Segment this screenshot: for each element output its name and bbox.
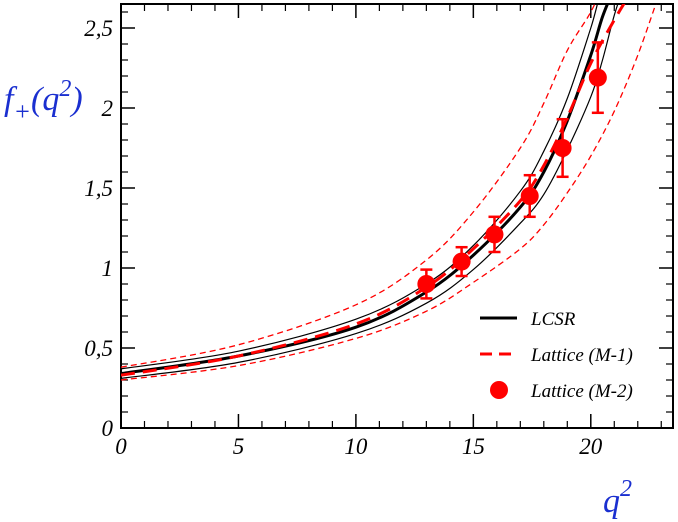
y-tick-label: 2 <box>102 96 114 121</box>
lattice-m1-central-line <box>121 4 626 377</box>
axis-tick-labels: 0 5 10 15 20 0 0,5 1 1,5 2 2,5 <box>84 16 603 459</box>
lattice-m2-point <box>417 275 436 293</box>
x-tick-label: 20 <box>579 434 603 459</box>
y-tick-label: 1,5 <box>84 176 113 201</box>
legend-swatch-lattice-m2 <box>490 381 508 399</box>
lattice-m2-point <box>588 68 607 87</box>
x-tick-label: 0 <box>115 434 127 459</box>
lattice-m2-point <box>452 252 471 271</box>
x-axis-title: q2 <box>603 476 632 520</box>
legend-label-lattice-m1: Lattice (M-1) <box>530 345 633 366</box>
lcsr-upper-line <box>121 4 599 370</box>
y-tick-label: 2,5 <box>84 16 113 41</box>
legend-label-lcsr: LCSR <box>530 309 576 330</box>
lattice-m2-points <box>417 41 607 300</box>
lattice-m2-point <box>553 139 572 157</box>
lattice-m1-upper-line <box>121 4 596 368</box>
lattice-m1-lower-line <box>121 4 657 381</box>
legend-label-lattice-m2: Lattice (M-2) <box>530 381 633 402</box>
plot-frame <box>120 3 674 429</box>
x-tick-label: 10 <box>344 434 368 459</box>
lattice-m2-point <box>485 225 504 244</box>
y-tick-label: 1 <box>102 256 114 281</box>
series-curves <box>121 4 657 381</box>
lattice-m2-point <box>520 187 539 205</box>
lcsr-lower-line <box>121 4 619 379</box>
y-tick-label: 0,5 <box>84 336 113 361</box>
x-tick-label: 5 <box>233 434 245 459</box>
legend: LCSR Lattice (M-1) Lattice (M-2) <box>480 309 633 402</box>
x-tick-label: 15 <box>462 434 485 459</box>
axis-ticks <box>120 4 673 429</box>
y-tick-label: 0 <box>102 416 114 441</box>
y-axis-title: f+(q2) <box>4 76 83 126</box>
